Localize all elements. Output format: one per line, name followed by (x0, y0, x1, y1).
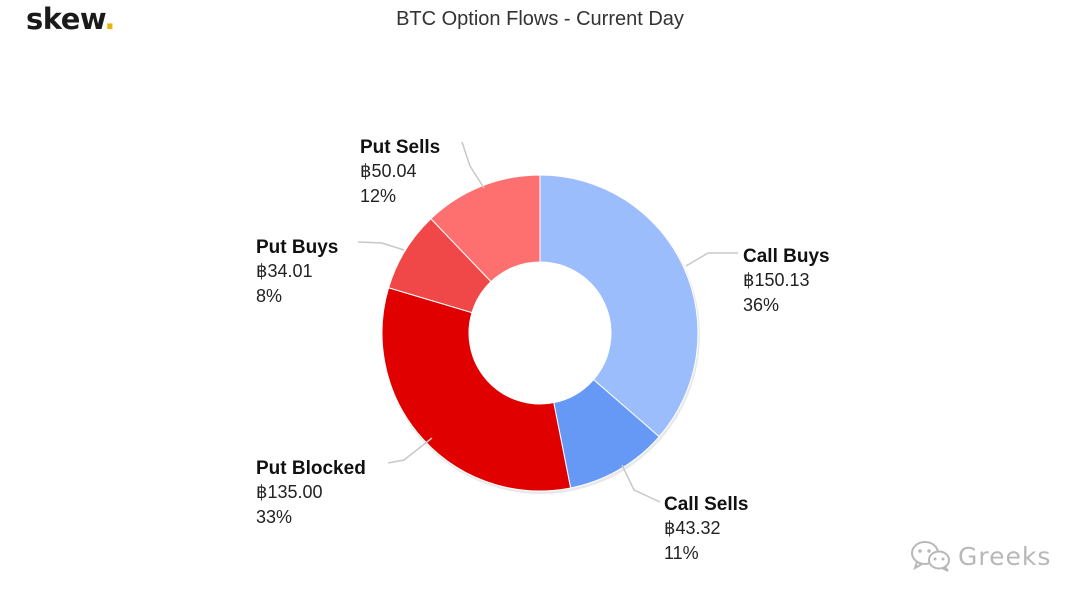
slice-name: Put Sells (360, 137, 440, 158)
slice-value: ฿150.13 (743, 270, 810, 290)
slice-value: ฿43.32 (664, 518, 721, 538)
logo-dot: . (104, 2, 115, 36)
slice-name: Call Sells (664, 494, 749, 515)
slice-name: Put Blocked (256, 458, 366, 479)
slice-percent: 12% (360, 186, 396, 206)
skew-logo: skew. (26, 2, 115, 36)
leader-line-put-buys (357, 241, 405, 251)
donut-hole (469, 262, 611, 404)
slice-percent: 36% (743, 295, 779, 315)
slice-name: Put Buys (256, 237, 338, 258)
data-label-call-sells: Call Sells ฿43.32 11% (664, 494, 749, 563)
slice-value: ฿34.01 (256, 261, 313, 281)
chart-title: BTC Option Flows - Current Day (396, 8, 684, 30)
data-label-put-sells: Put Sells ฿50.04 12% (360, 137, 440, 206)
slice-percent: 11% (664, 543, 699, 563)
leader-line-put-blocked (387, 437, 433, 464)
slice-percent: 33% (256, 507, 292, 527)
leader-line-call-buys (685, 252, 738, 267)
watermark-text: Greeks (958, 541, 1052, 571)
leader-line-put-sells (461, 141, 485, 189)
leader-line-call-sells (621, 464, 661, 503)
data-label-put-blocked: Put Blocked ฿135.00 33% (256, 458, 366, 527)
slice-percent: 8% (256, 286, 282, 306)
data-label-put-buys: Put Buys ฿34.01 8% (256, 237, 338, 306)
watermark: Greeks (910, 540, 1051, 572)
data-label-call-buys: Call Buys ฿150.13 36% (743, 246, 830, 315)
slice-name: Call Buys (743, 246, 830, 267)
logo-text: skew (26, 2, 105, 36)
slice-value: ฿135.00 (256, 482, 323, 502)
slice-value: ฿50.04 (360, 161, 417, 181)
wechat-icon (911, 541, 950, 572)
